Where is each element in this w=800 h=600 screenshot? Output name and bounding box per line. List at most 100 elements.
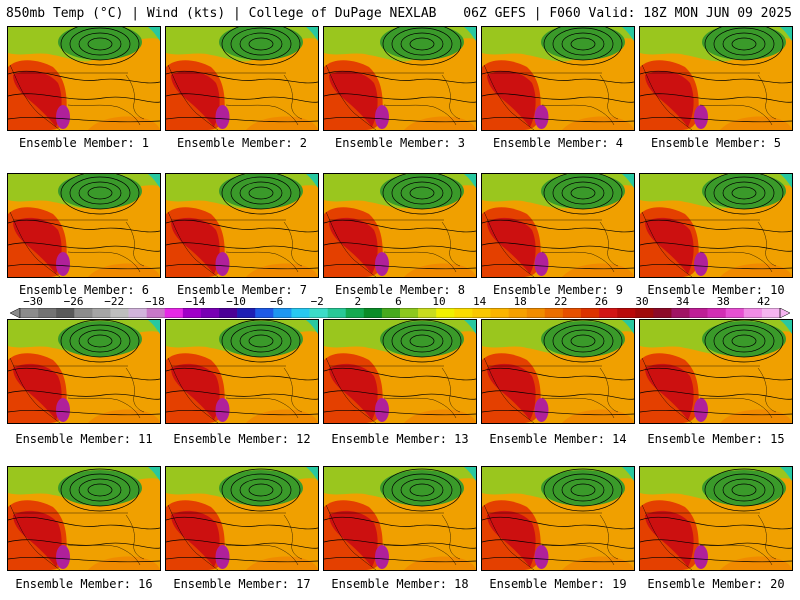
colorbar-tick-label: 18 [513,295,527,308]
colorbar-swatch [255,308,274,318]
ensemble-member-map [639,26,793,131]
ensemble-member-map [639,173,793,278]
colorbar-swatch [363,308,383,318]
colorbar-swatch [164,308,184,318]
colorbar-swatch [508,308,527,318]
colorbar-swatch [761,308,781,318]
ensemble-member-map [639,466,793,571]
ensemble-member-caption: Ensemble Member: 16 [15,577,153,591]
colorbar-swatch [56,308,75,318]
colorbar-swatch [20,308,39,318]
ensemble-member-caption: Ensemble Member: 14 [489,432,627,446]
ensemble-member-map [7,173,161,278]
ensemble-member-caption: Ensemble Member: 8 [334,283,466,297]
colorbar-swatch [436,308,455,318]
colorbar-tick-label: 14 [472,295,487,308]
ensemble-member-map [481,173,635,278]
colorbar-tick-label: 34 [675,295,690,308]
colorbar-swatch [689,308,708,318]
colorbar-tick-label: 38 [716,295,730,308]
colorbar-swatch [617,308,636,318]
colorbar-swatch [743,308,763,318]
ensemble-member-caption: Ensemble Member: 3 [334,136,466,150]
colorbar-swatch [454,308,473,318]
ensemble-member-caption: Ensemble Member: 5 [650,136,782,150]
valid-time: 06Z GEFS | F060 Valid: 18Z MON JUN 09 20… [463,6,792,21]
ensemble-member-map [481,319,635,424]
colorbar-swatch [635,308,654,318]
colorbar-tick-label: −26 [63,295,84,308]
temperature-colorbar [10,308,790,318]
map-title: 850mb Temp (°C) | Wind (kts) | College o… [6,6,437,21]
colorbar-tick-label: −6 [269,295,284,308]
ensemble-member-caption: Ensemble Member: 9 [492,283,624,297]
ensemble-member-caption: Ensemble Member: 1 [18,136,150,150]
ensemble-member-caption: Ensemble Member: 19 [489,577,627,591]
colorbar-tick-label: 6 [395,295,402,308]
colorbar-swatch [562,308,582,318]
colorbar-swatch [490,308,509,318]
colorbar-tick-label: 10 [432,295,446,308]
colorbar-swatch [671,308,690,318]
colorbar-tick-label: 2 [354,295,362,308]
ensemble-member-caption: Ensemble Member: 15 [647,432,785,446]
colorbar-swatch [418,308,437,318]
colorbar-swatch [237,308,256,318]
colorbar-swatch [92,308,111,318]
ensemble-member-map [7,319,161,424]
ensemble-member-caption: Ensemble Member: 4 [492,136,624,150]
colorbar-swatch [273,308,292,318]
colorbar-swatch [128,308,147,318]
colorbar-swatch [381,308,401,318]
colorbar-swatch [110,308,129,318]
ensemble-member-map [165,319,319,424]
colorbar-swatch [309,308,328,318]
ensemble-member-caption: Ensemble Member: 17 [173,577,311,591]
colorbar-swatch [327,308,347,318]
colorbar-swatch [400,308,419,318]
ensemble-member-caption: Ensemble Member: 20 [647,577,785,591]
colorbar-swatch [200,308,220,318]
colorbar-tick-label: 42 [757,295,771,308]
colorbar-swatch [74,308,93,318]
colorbar-tick-label: −14 [185,295,206,308]
ensemble-member-map [323,466,477,571]
ensemble-member-map [323,26,477,131]
ensemble-member-map [481,26,635,131]
colorbar-tick-label: 22 [554,295,568,308]
ensemble-member-map [323,173,477,278]
colorbar-swatch [526,308,546,318]
ensemble-member-map [7,466,161,571]
ensemble-member-caption: Ensemble Member: 18 [331,577,469,591]
ensemble-member-caption: Ensemble Member: 2 [176,136,308,150]
colorbar-swatch [599,308,618,318]
ensemble-member-map [165,466,319,571]
colorbar-swatch [345,308,365,318]
ensemble-member-caption: Ensemble Member: 12 [173,432,311,446]
colorbar-swatch [219,308,238,318]
ensemble-member-caption: Ensemble Member: 7 [176,283,308,297]
colorbar-swatch [38,308,57,318]
colorbar-tick-label: 30 [635,295,649,308]
colorbar-swatch [725,308,745,318]
colorbar-swatch [580,308,600,318]
colorbar-tick-label: −30 [23,295,43,308]
ensemble-member-caption: Ensemble Member: 10 [647,283,785,297]
colorbar-swatch [291,308,310,318]
colorbar-tick-label: −18 [144,295,165,308]
colorbar-tick-label: 26 [594,295,609,308]
ensemble-member-caption: Ensemble Member: 11 [15,432,153,446]
ensemble-member-map [165,173,319,278]
ensemble-member-map [639,319,793,424]
colorbar-tick-label: −2 [310,295,324,308]
colorbar-tick-label: −10 [226,295,246,308]
colorbar-swatch [146,308,166,318]
colorbar-tick-label: −22 [104,295,125,308]
ensemble-member-caption: Ensemble Member: 13 [331,432,469,446]
colorbar-swatch [544,308,564,318]
colorbar-swatch [707,308,727,318]
ensemble-member-map [7,26,161,131]
ensemble-member-caption: Ensemble Member: 6 [18,283,150,297]
colorbar-swatch [472,308,491,318]
ensemble-member-map [481,466,635,571]
